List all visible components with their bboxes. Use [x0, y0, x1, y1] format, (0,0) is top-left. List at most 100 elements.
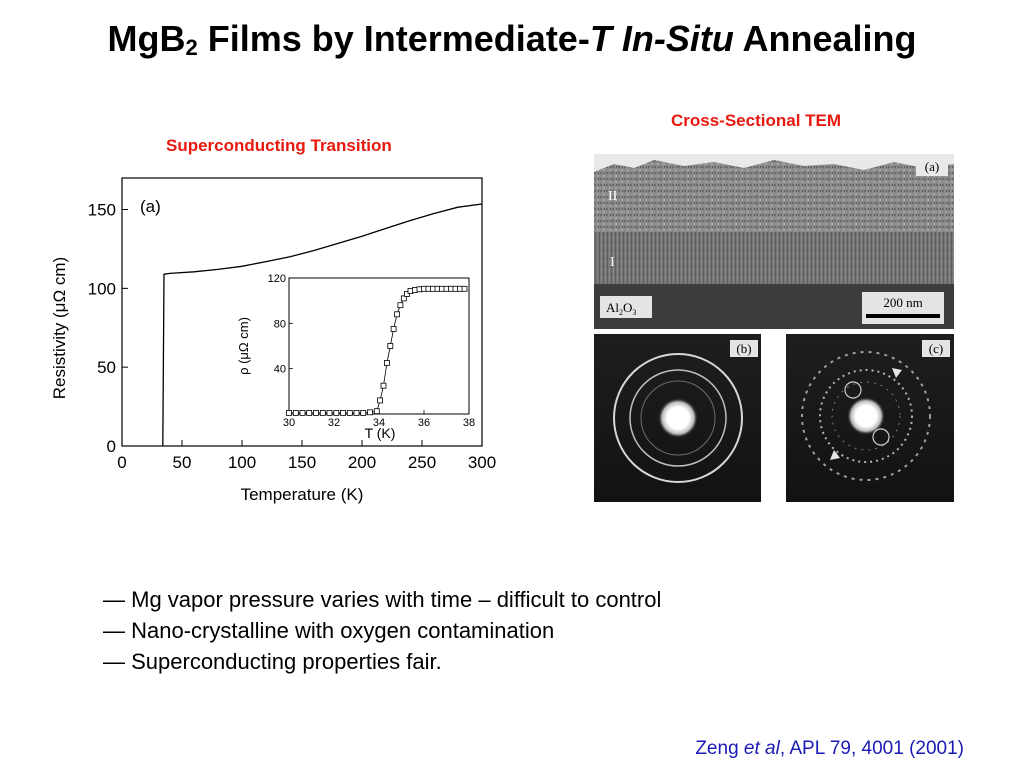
- citation-author: Zeng: [695, 738, 744, 759]
- diffraction-c-arrow-marker-1: [892, 368, 902, 378]
- tem-substrate-sub3: 3: [632, 308, 636, 317]
- main-x-tick-label: 300: [468, 453, 496, 472]
- main-resistivity-curve: [162, 203, 483, 447]
- inset-data-point: [319, 409, 326, 416]
- diffraction-b-ring-middle: [629, 369, 727, 467]
- main-y-tick-label: 50: [97, 358, 116, 377]
- main-y-axis-label: Resistivity (μΩ cm): [50, 257, 69, 399]
- title-italic-t: T: [589, 18, 612, 59]
- inset-data-point: [360, 409, 367, 416]
- bullet-item: — Mg vapor pressure varies with time – d…: [103, 587, 662, 612]
- inset-data-point: [299, 409, 306, 416]
- main-y-tick-label: 150: [88, 201, 116, 220]
- tem-panel-a-label-box: [916, 158, 948, 176]
- title-italic-insitu: In-Situ: [621, 18, 734, 59]
- caption-cross-sectional-tem: Cross-Sectional TEM: [671, 111, 842, 130]
- inset-data-point: [286, 409, 292, 416]
- main-x-tick-label: 150: [288, 453, 316, 472]
- inset-data-point: [313, 409, 319, 416]
- citation-ref: , APL 79, 4001 (2001): [779, 738, 964, 759]
- tem-layer-i-region: [594, 232, 954, 286]
- inset-x-tick-label: 36: [418, 417, 430, 429]
- tem-substrate-label-box: [600, 296, 652, 318]
- tem-substrate-sub2: 2: [619, 308, 623, 317]
- inset-data-point: [292, 409, 299, 416]
- inset-data-point: [383, 360, 390, 366]
- inset-y-tick-label: 80: [274, 318, 286, 330]
- tem-panel-c-label: (c): [929, 341, 943, 356]
- tem-substrate-al: Al: [606, 300, 619, 315]
- main-y-tick-label: 100: [88, 279, 116, 298]
- diffraction-b-ring-outer: [613, 353, 743, 483]
- title-suffix: Annealing: [733, 18, 917, 59]
- caption-superconducting-transition: Superconducting Transition: [166, 136, 392, 155]
- inset-y-tick-label: 120: [268, 273, 286, 285]
- tem-scale-box: [862, 292, 944, 324]
- slide-title: MgB2 Films by Intermediate-T In-Situ Ann…: [0, 18, 1024, 61]
- inset-data-point: [340, 409, 346, 416]
- inset-data-point: [367, 409, 373, 416]
- inset-data-point: [394, 311, 400, 318]
- diffraction-c-marker-circle-2: [872, 428, 890, 446]
- inset-data-point: [461, 285, 468, 292]
- title-space: [612, 18, 622, 59]
- main-y-tick-label: 0: [107, 437, 116, 456]
- inset-y-tick-label: 40: [274, 364, 286, 376]
- inset-data-point: [377, 397, 384, 404]
- main-x-tick-label: 100: [228, 453, 256, 472]
- inset-data-point: [397, 302, 404, 309]
- inset-x-tick-label: 32: [328, 417, 340, 429]
- tem-panel-b-label: (b): [736, 341, 751, 356]
- main-x-tick-label: 200: [348, 453, 376, 472]
- diffraction-c-ring-inner: [831, 381, 901, 451]
- tem-panel-a-label: (a): [925, 159, 939, 174]
- diffraction-c-ring-outer: [801, 351, 931, 481]
- diffraction-c-marker-circle-1: [844, 381, 862, 399]
- inset-data-point: [390, 326, 397, 332]
- tem-layer-ii-region: [594, 160, 954, 234]
- inset-plot-frame: [288, 277, 470, 415]
- tem-scale-bar: [866, 314, 940, 318]
- main-x-tick-label: 0: [117, 453, 126, 472]
- title-prefix: MgB: [107, 18, 186, 59]
- inset-x-axis-label: T (K): [365, 425, 396, 441]
- resistivity-chart: 0 50 100 150 200 250 300 0 50 100 150 (a) Temperat…: [40, 170, 510, 515]
- inset-x-tick-label: 38: [463, 417, 475, 429]
- bullet-item: — Superconducting properties fair.: [103, 649, 442, 674]
- inset-x-tick-label: 34: [373, 417, 385, 429]
- main-x-tick-label: 250: [408, 453, 436, 472]
- inset-data-point: [373, 408, 380, 415]
- inset-data-point: [380, 382, 387, 389]
- inset-y-axis-label: ρ (μΩ cm): [236, 317, 251, 375]
- bullet-list: — Mg vapor pressure varies with time – d…: [103, 584, 661, 677]
- inset-data-point: [306, 409, 313, 416]
- citation-etal: et al: [743, 738, 780, 759]
- tem-substrate-o: O: [623, 300, 632, 315]
- inset-data-point: [333, 409, 340, 416]
- diffraction-c-ring-middle: [819, 369, 913, 463]
- inset-data-point: [353, 409, 360, 416]
- inset-x-tick-label: 30: [283, 417, 295, 429]
- tem-scale-label: 200 nm: [883, 295, 922, 310]
- tem-panel-c-label-box: [922, 340, 950, 357]
- tem-figure-svg: II I Al2O3 200 nm (a) (b) (c): [594, 154, 954, 502]
- inset-data-point: [326, 409, 333, 416]
- title-subscript: 2: [185, 35, 198, 60]
- main-x-tick-label: 50: [173, 453, 192, 472]
- main-x-axis-label: Temperature (K): [241, 485, 364, 504]
- citation: Zeng et al, APL 79, 4001 (2001): [695, 738, 964, 760]
- title-middle: Films by Intermediate-: [197, 18, 590, 59]
- tem-substrate-label: Al2O3: [606, 300, 636, 317]
- tem-panel-b-label-box: [730, 340, 758, 357]
- bullet-item: — Nano-crystalline with oxygen contamina…: [103, 618, 555, 643]
- resistivity-chart-svg: 0 50 100 150 200 250 300 0 50 100 150 (a) Temperat…: [50, 177, 496, 504]
- tem-layer-ii-label: II: [608, 189, 618, 204]
- diffraction-b-center-spot: [658, 398, 698, 438]
- diffraction-b-ring-inner: [640, 380, 716, 456]
- inset-data-point: [400, 295, 407, 302]
- tem-figure: II I Al2O3 200 nm (a) (b) (c): [594, 154, 954, 502]
- main-panel-label: (a): [140, 197, 161, 216]
- diffraction-c-center-spot: [847, 397, 885, 435]
- inset-data-point: [346, 409, 353, 416]
- inset-data-point: [387, 343, 394, 349]
